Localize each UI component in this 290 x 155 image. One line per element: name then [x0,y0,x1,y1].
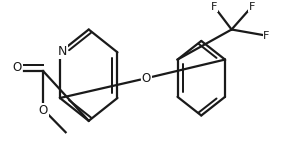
Text: O: O [142,72,151,85]
Text: O: O [39,104,48,117]
Text: F: F [263,31,269,41]
Text: F: F [211,2,218,12]
Text: O: O [12,61,21,74]
Text: F: F [249,2,255,12]
Text: N: N [58,45,67,58]
